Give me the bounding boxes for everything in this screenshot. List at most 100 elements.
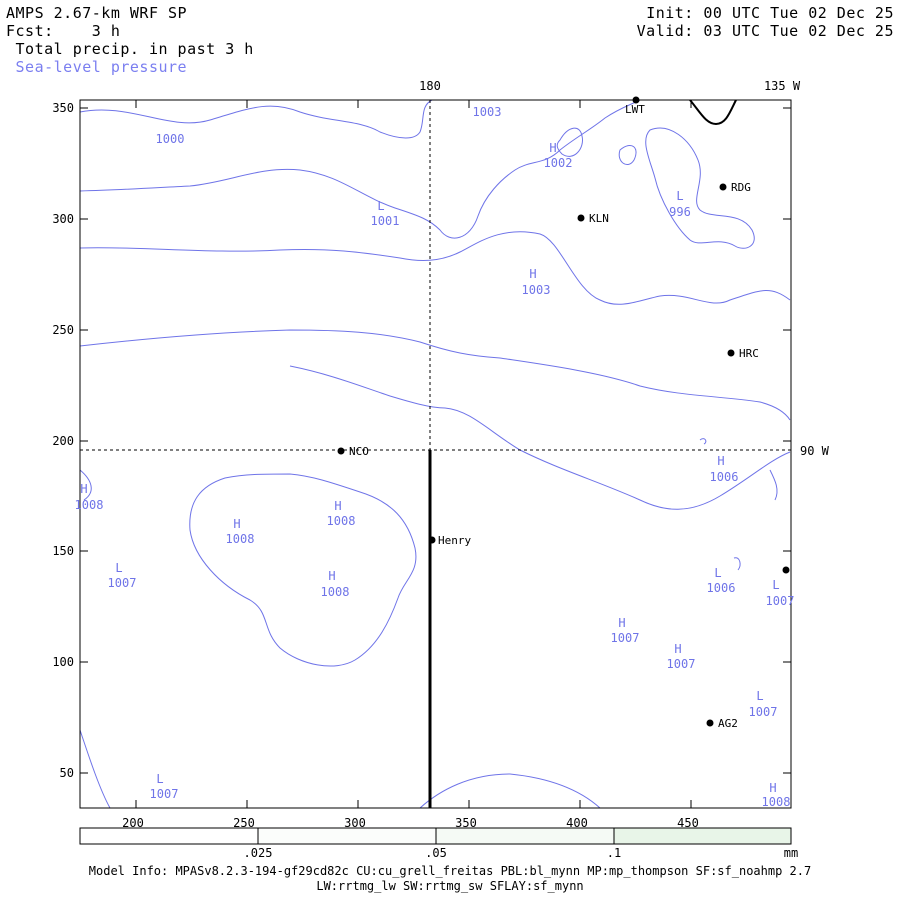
contour-line [289,365,791,510]
pressure-value: 1008 [327,514,356,528]
pressure-value: 1007 [108,576,137,590]
pressure-letter: H [328,569,335,583]
y-tick-label: 150 [52,544,74,558]
colorbar-bin [435,827,615,845]
lon-label-180: 180 [419,79,441,93]
pressure-value: 1008 [226,532,255,546]
field-precip-label: Total precip. in past 3 h [15,40,254,58]
contour-line [79,231,791,305]
pressure-value: 1002 [544,156,573,170]
station-label: Henry [438,534,471,547]
y-tick-label: 250 [52,323,74,337]
station-marker [632,96,640,104]
colorbar-label: .1 [607,846,621,860]
init-time: Init: 00 UTC Tue 02 Dec 25 [646,4,894,22]
pressure-letter: H [80,482,87,496]
y-tick-label: 300 [52,212,74,226]
colorbar-unit: mm [784,846,798,860]
pressure-value: 1007 [611,631,640,645]
colorbar-bin [79,827,259,845]
y-tick-label: 350 [52,101,74,115]
station-label: RDG [731,181,751,194]
x-tick-label: 450 [677,816,699,830]
pressure-value: 1007 [766,594,795,608]
pressure-letter: L [756,689,763,703]
model-info-line1: Model Info: MPASv8.2.3-194-gf29cd82c CU:… [88,864,812,878]
colorbar-label: .05 [425,846,447,860]
station-label: HRC [739,347,759,360]
y-tick-label: 100 [52,655,74,669]
pressure-value: 1000 [156,132,185,146]
contour-line [419,773,601,809]
contour-line [769,469,778,501]
pressure-letter: L [714,566,721,580]
pressure-letter: L [156,772,163,786]
pressure-value: 1001 [371,214,400,228]
pressure-value: 1007 [667,657,696,671]
contour-line [79,469,92,501]
pressure-value: 1006 [707,581,736,595]
colorbar-bin [257,827,437,845]
station-label: KLN [589,212,609,225]
station-marker [719,183,727,191]
pressure-letter: L [772,578,779,592]
pressure-center-labels: 1003 1000 H 1002 L 1001 L 996 H 1003 H 1… [75,105,795,809]
x-tick-label: 300 [344,816,366,830]
x-tick-label: 200 [122,816,144,830]
station-label: NCO [349,445,369,458]
colorbar-label: .025 [244,846,273,860]
station-marker [706,719,714,727]
header-left: AMPS 2.67-km WRF SP Fcst: 3 h Total prec… [6,4,254,76]
contour-line [556,127,583,157]
pressure-value: 1008 [321,585,350,599]
pressure-value: 1008 [75,498,104,512]
field-slp-label: Sea-level pressure [15,58,188,76]
station-marker [428,536,436,544]
pressure-letter: H [618,616,625,630]
valid-time: Valid: 03 UTC Tue 02 Dec 25 [636,22,894,40]
pressure-letter: L [676,189,683,203]
pressure-letter: L [377,199,384,213]
x-tick-label: 250 [233,816,255,830]
pressure-letter: H [769,781,776,795]
header-right: Init: 00 UTC Tue 02 Dec 25 Valid: 03 UTC… [637,4,894,40]
pressure-value: 1007 [749,705,778,719]
contour-line [733,557,741,571]
model-info-line2: LW:rrtmg_lw SW:rrtmg_sw SFLAY:sf_mynn [316,879,584,893]
map-frame [79,99,792,809]
colorbar: .025 .05 .1 mm [79,827,798,860]
stations: LWT RDG KLN HRC NCO Henry AG2 [337,96,790,730]
pressure-letter: H [233,517,240,531]
pressure-letter: H [717,454,724,468]
forecast-label: Fcst: [6,22,54,40]
station-marker [782,566,790,574]
contour-line [79,99,433,139]
contour-line [79,729,111,809]
pressure-letter: H [674,642,681,656]
x-tick-label: 350 [455,816,477,830]
contour-line [79,99,641,239]
y-tick-label: 50 [60,766,74,780]
axis-ticks [80,100,791,808]
station-marker [727,349,735,357]
contour-line [618,145,637,165]
station-label: AG2 [718,717,738,730]
pressure-letter: H [334,499,341,513]
lon-label-90w: 90 W [800,444,830,458]
pressure-value: 1003 [522,283,551,297]
pressure-value: 1007 [150,787,179,801]
station-label: LWT [625,103,645,116]
pressure-value: 996 [669,205,691,219]
pressure-value: 1006 [710,470,739,484]
forecast-hour: 3 h [91,22,121,40]
axis-labels: 200 250 300 350 400 450 50 100 150 200 2… [52,79,829,830]
pressure-value: 1008 [762,795,791,809]
pressure-letter: L [115,561,122,575]
coastline [689,99,737,126]
contour-line [79,329,791,421]
contour-line [645,127,755,249]
y-tick-label: 200 [52,434,74,448]
lon-label-135w: 135 W [764,79,801,93]
pressure-letter: H [549,141,556,155]
